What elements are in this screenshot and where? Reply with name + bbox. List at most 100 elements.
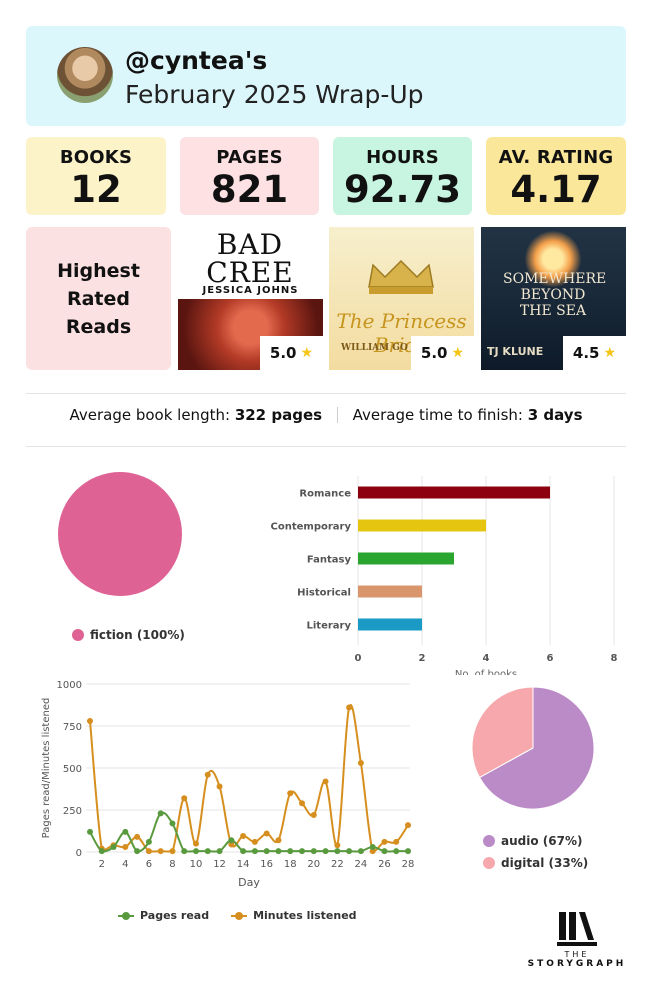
- cover-art: [335, 233, 468, 247]
- data-point: [181, 795, 188, 802]
- separator: [336, 407, 338, 423]
- data-point: [381, 848, 388, 855]
- x-tick-label: 24: [355, 859, 368, 870]
- data-point: [369, 848, 376, 855]
- data-point: [157, 848, 164, 855]
- x-tick-label: 26: [378, 859, 391, 870]
- pie-slice: [58, 472, 182, 596]
- data-point: [216, 783, 223, 790]
- stat-value: 92.73: [343, 168, 462, 211]
- data-point: [169, 848, 176, 855]
- data-point: [334, 842, 341, 849]
- data-point: [310, 812, 317, 819]
- divider: [26, 446, 626, 447]
- data-point: [193, 840, 199, 847]
- bar: [358, 486, 550, 499]
- rating-value: 5.0: [269, 344, 297, 362]
- user-handle: @cyntea's: [125, 46, 268, 75]
- data-point: [181, 848, 188, 855]
- x-tick-label: 12: [213, 859, 226, 870]
- data-point: [193, 848, 199, 855]
- data-point: [334, 848, 341, 855]
- y-category-label: Literary: [307, 621, 352, 632]
- data-point: [251, 848, 258, 855]
- bar: [358, 552, 454, 565]
- stat-value: 821: [210, 168, 289, 211]
- legend-label: Minutes listened: [253, 909, 357, 922]
- star-icon: ★: [603, 345, 617, 361]
- legend-swatch: [72, 629, 84, 641]
- x-tick-label: 0: [355, 653, 362, 664]
- legend-label: audio (67%): [501, 834, 583, 848]
- avg-length-label: Average book length:: [69, 406, 231, 424]
- book-cover-somewhere-beyond-the-sea[interactable]: SOMEWHERE BEYOND THE SEA TJ KLUNE 4.5 ★: [481, 227, 626, 370]
- data-point: [204, 848, 211, 855]
- star-icon: ★: [451, 345, 465, 361]
- legend-swatch: [483, 835, 495, 847]
- divider: [26, 393, 626, 394]
- data-point: [381, 838, 388, 845]
- rating-value: 4.5: [572, 344, 600, 362]
- data-point: [240, 833, 247, 840]
- data-point: [87, 717, 93, 724]
- data-point: [134, 833, 141, 840]
- series-line: [89, 704, 409, 853]
- data-point: [299, 800, 305, 807]
- brand-name: STORYGRAPH: [527, 959, 627, 969]
- data-point: [346, 848, 353, 855]
- data-point: [110, 843, 117, 850]
- data-point: [228, 841, 235, 848]
- data-point: [405, 848, 411, 855]
- data-point: [251, 838, 258, 845]
- series-line: [89, 811, 408, 853]
- book-cover-princess-bride[interactable]: The Princess Bride WILLIAM GO 5.0 ★: [329, 227, 474, 370]
- data-point: [204, 771, 211, 778]
- format-pie-chart: [471, 686, 595, 810]
- header-card: @cyntea's February 2025 Wrap-Up: [26, 26, 626, 126]
- legend-swatch: [483, 857, 495, 869]
- data-point: [287, 790, 294, 797]
- x-axis-label: Day: [238, 876, 260, 889]
- highest-rated-text: Highest Rated Reads: [57, 259, 140, 338]
- stat-label: PAGES: [216, 147, 283, 168]
- data-point: [263, 830, 270, 837]
- y-category-label: Fantasy: [307, 555, 352, 566]
- data-point: [145, 848, 152, 855]
- legend-minutes-listened: Minutes listened: [231, 909, 357, 922]
- data-point: [157, 810, 164, 817]
- stat-label: BOOKS: [59, 147, 133, 168]
- data-point: [346, 704, 353, 711]
- stat-hours: HOURS 92.73: [333, 137, 472, 215]
- data-point: [87, 828, 93, 835]
- x-tick-label: 22: [331, 859, 344, 870]
- data-point: [393, 848, 400, 855]
- y-tick-label: 500: [63, 764, 82, 775]
- genre-bar-chart: 0 2 4 6 8 Romance Contemporary Fantasy Historica…: [271, 476, 618, 675]
- rating-badge: 4.5 ★: [563, 336, 626, 370]
- y-axis-label: Pages read/Minutes listened: [41, 698, 52, 839]
- y-tick-label: 1000: [57, 680, 82, 691]
- data-point: [216, 848, 223, 855]
- data-point: [169, 820, 176, 827]
- legend-swatch: [231, 911, 248, 920]
- pie-slice: [471, 686, 534, 779]
- avatar: [57, 47, 113, 103]
- book-cover-bad-cree[interactable]: BAD CREE JESSICA JOHNS 5.0 ★: [178, 227, 323, 370]
- x-tick-label: 6: [547, 653, 554, 664]
- x-tick-label: 14: [237, 859, 250, 870]
- rating-badge: 5.0 ★: [260, 336, 323, 370]
- pie-slice: [478, 686, 595, 810]
- x-tick-label: 10: [190, 859, 203, 870]
- data-point: [98, 848, 105, 855]
- bar: [358, 519, 486, 532]
- x-tick-label: 8: [611, 653, 618, 664]
- cover-author: WILLIAM GO: [341, 343, 408, 353]
- stat-av-rating: AV. RATING 4.17: [486, 137, 626, 215]
- data-point: [405, 822, 411, 829]
- cover-title: SOMEWHERE BEYOND THE SEA: [503, 271, 607, 319]
- y-category-label: Contemporary: [271, 522, 352, 533]
- data-point: [393, 838, 400, 845]
- legend-label: fiction (100%): [90, 628, 185, 642]
- x-tick-label: 18: [284, 859, 297, 870]
